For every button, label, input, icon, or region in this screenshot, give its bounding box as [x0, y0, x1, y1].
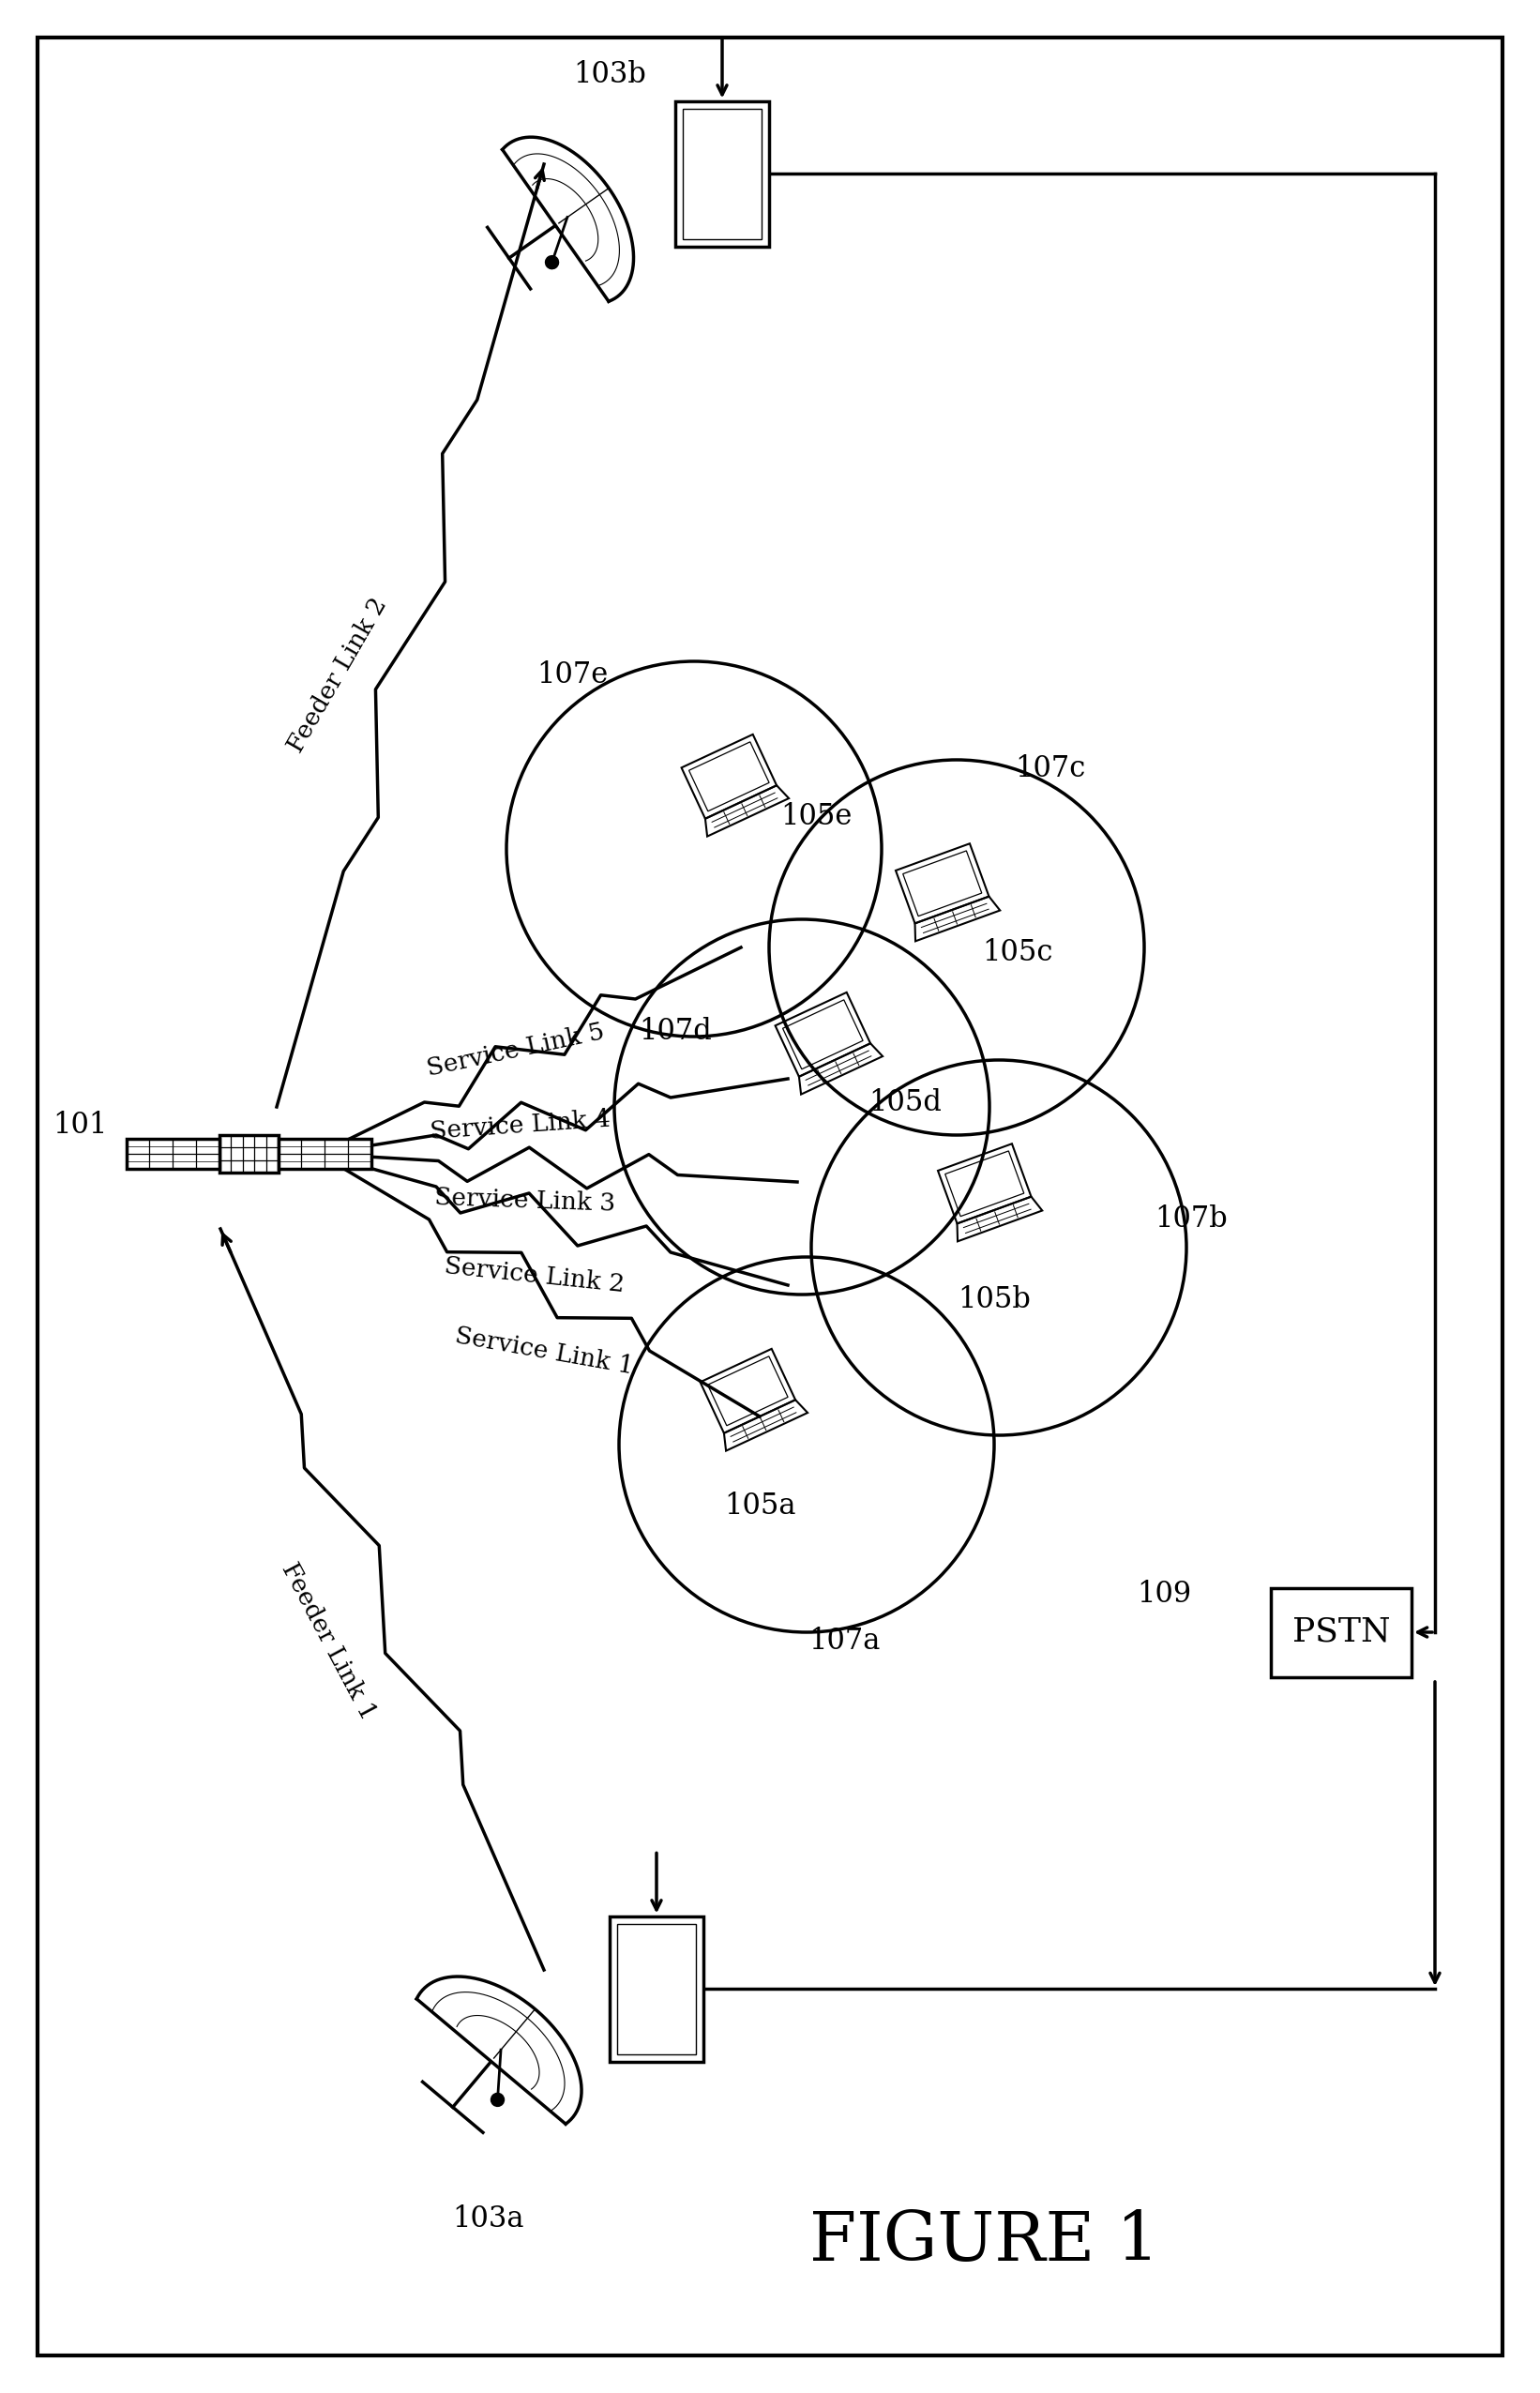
Text: 105e: 105e: [781, 802, 852, 830]
Bar: [1270, 1587, 1412, 1677]
Text: Service Link 1: Service Link 1: [453, 1323, 634, 1378]
Text: 109: 109: [1137, 1579, 1190, 1608]
Bar: [126, 1139, 219, 1168]
Text: 105a: 105a: [724, 1491, 796, 1520]
Text: Service Link 5: Service Link 5: [425, 1019, 607, 1082]
Bar: [219, 1134, 279, 1173]
Text: 107c: 107c: [1015, 754, 1086, 785]
Circle shape: [545, 256, 559, 268]
Bar: [618, 1924, 696, 2053]
Circle shape: [491, 2094, 504, 2106]
Text: FIGURE 1: FIGURE 1: [810, 2209, 1160, 2276]
Bar: [279, 1139, 371, 1168]
Text: Feeder Link 1: Feeder Link 1: [277, 1560, 379, 1723]
Text: 103b: 103b: [573, 60, 647, 89]
Text: PSTN: PSTN: [1292, 1615, 1391, 1649]
Text: 105b: 105b: [958, 1285, 1030, 1314]
Bar: [610, 1917, 704, 2060]
Text: Feeder Link 2: Feeder Link 2: [283, 593, 391, 756]
Text: Service Link 3: Service Link 3: [434, 1187, 616, 1216]
Text: 105d: 105d: [869, 1089, 941, 1118]
Text: 101: 101: [52, 1110, 108, 1139]
Text: Service Link 4: Service Link 4: [430, 1108, 611, 1144]
Bar: [682, 108, 762, 239]
Bar: [675, 101, 768, 246]
Text: 107b: 107b: [1155, 1206, 1227, 1235]
Text: Service Link 2: Service Link 2: [444, 1254, 625, 1297]
Text: 107d: 107d: [639, 1017, 711, 1046]
Text: 105c: 105c: [983, 938, 1053, 967]
Text: 107a: 107a: [809, 1627, 879, 1656]
Text: 107e: 107e: [536, 660, 608, 689]
Text: 103a: 103a: [451, 2204, 524, 2233]
